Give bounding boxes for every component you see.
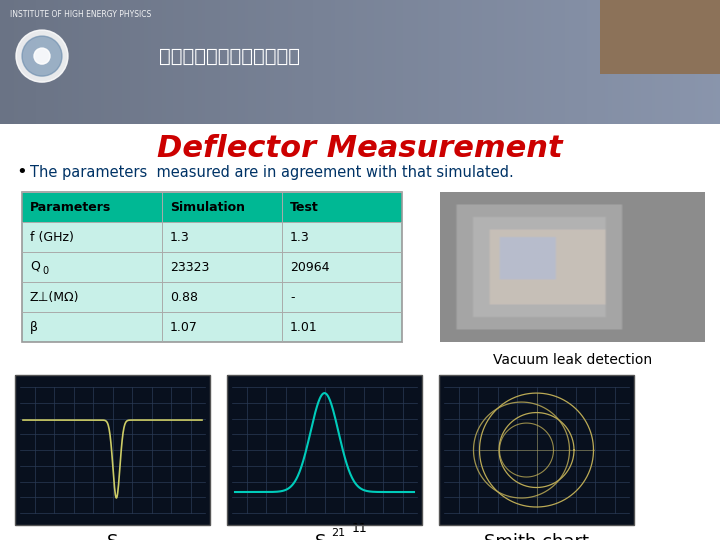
Bar	[162, 192, 282, 222]
Text: Deflector Measurement: Deflector Measurement	[157, 134, 563, 163]
Text: Vacuum leak detection: Vacuum leak detection	[493, 353, 652, 367]
Bar	[162, 222, 282, 252]
Bar	[439, 375, 634, 525]
Bar	[282, 222, 402, 252]
Bar	[15, 375, 210, 525]
Text: 1.07: 1.07	[170, 321, 198, 334]
Bar	[15, 375, 210, 525]
Text: S: S	[315, 533, 326, 540]
Circle shape	[16, 30, 68, 82]
Circle shape	[22, 36, 62, 76]
Text: 中国科学院高能物理研究所: 中国科学院高能物理研究所	[160, 46, 300, 65]
Bar	[22, 282, 162, 312]
Text: 0: 0	[42, 266, 48, 276]
Bar	[282, 192, 402, 222]
Text: β: β	[30, 321, 38, 334]
Text: •: •	[16, 163, 27, 181]
Text: 1.3: 1.3	[290, 231, 310, 244]
Text: The parameters  measured are in agreement with that simulated.: The parameters measured are in agreement…	[30, 165, 514, 180]
Text: 23323: 23323	[170, 261, 210, 274]
Text: 1.3: 1.3	[170, 231, 190, 244]
Bar	[282, 252, 402, 282]
Text: S: S	[107, 533, 118, 540]
Bar	[22, 222, 162, 252]
Bar	[162, 312, 282, 342]
Text: 20964: 20964	[290, 261, 330, 274]
Text: f (GHz): f (GHz)	[30, 231, 74, 244]
Bar	[162, 252, 282, 282]
Text: -: -	[290, 291, 294, 303]
Bar	[22, 192, 402, 342]
Text: Simulation: Simulation	[170, 201, 245, 214]
Bar	[227, 375, 422, 525]
Bar	[439, 375, 634, 525]
Bar	[22, 312, 162, 342]
Text: 1.01: 1.01	[290, 321, 318, 334]
Bar	[22, 252, 162, 282]
Bar	[282, 282, 402, 312]
Circle shape	[34, 48, 50, 64]
Text: Z⊥(MΩ): Z⊥(MΩ)	[30, 291, 79, 303]
Bar	[162, 282, 282, 312]
Text: Smith chart: Smith chart	[484, 533, 589, 540]
Text: Parameters: Parameters	[30, 201, 112, 214]
Bar	[227, 375, 422, 525]
Bar	[282, 312, 402, 342]
Text: Test: Test	[290, 201, 319, 214]
Text: Q: Q	[30, 260, 40, 273]
Text: 0.88: 0.88	[170, 291, 198, 303]
Text: 11: 11	[352, 522, 368, 535]
Bar	[22, 192, 162, 222]
Text: INSTITUTE OF HIGH ENERGY PHYSICS: INSTITUTE OF HIGH ENERGY PHYSICS	[10, 10, 151, 19]
Text: 21: 21	[331, 528, 346, 538]
